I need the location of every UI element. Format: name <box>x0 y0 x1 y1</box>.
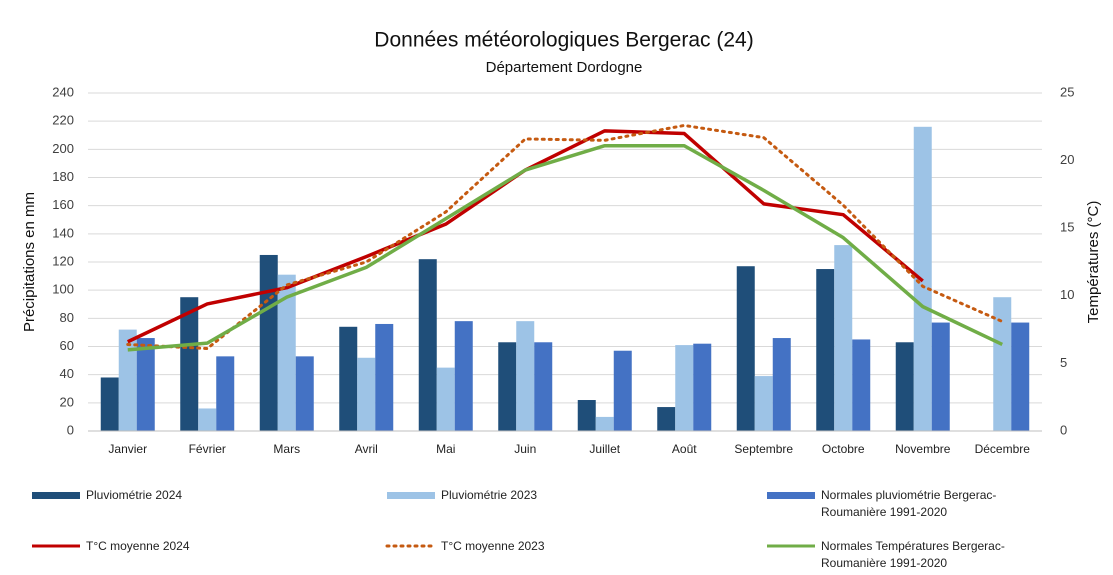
bar <box>895 342 914 431</box>
x-tick-label: Février <box>189 442 226 456</box>
legend-swatch <box>32 492 80 499</box>
x-tick-label: Septembre <box>734 442 793 456</box>
chart: Données météorologiques Bergerac (24) Dé… <box>21 29 1102 457</box>
legend-swatch-bar <box>387 492 435 499</box>
y-tick-label: 20 <box>60 394 74 409</box>
y2-tick-label: 20 <box>1060 152 1074 167</box>
bar <box>198 408 217 431</box>
y-tick-label: 80 <box>60 310 74 325</box>
bar <box>852 339 871 431</box>
y-tick-label: 220 <box>52 113 74 128</box>
bar <box>534 342 553 431</box>
y-tick-label: 60 <box>60 338 74 353</box>
x-tick-label: Novembre <box>895 442 951 456</box>
bar <box>516 321 535 431</box>
y-tick-label: 100 <box>52 282 74 297</box>
legend-label: Normales pluviométrie Bergerac-Roumanièr… <box>821 488 997 519</box>
line-series <box>126 129 924 344</box>
x-tick-label: Avril <box>355 442 378 456</box>
y-tick-label: 180 <box>52 169 74 184</box>
legend-item: Pluviométrie 2023 <box>385 487 715 504</box>
line-series <box>126 123 1004 351</box>
bar <box>595 416 614 431</box>
bar <box>375 323 394 431</box>
legend-label: T°C moyenne 2024 <box>86 539 190 553</box>
bar <box>657 407 676 431</box>
bar <box>277 274 296 431</box>
x-tick-label: Mars <box>273 442 300 456</box>
y-axis-label: Précipitations en mm <box>21 192 38 332</box>
bar <box>931 322 950 431</box>
legend-swatch <box>32 544 80 548</box>
x-tick-label: Janvier <box>108 442 147 456</box>
bar <box>295 356 314 431</box>
x-tick-label: Juillet <box>589 442 620 456</box>
y2-axis-label: Températures (°C) <box>1085 201 1102 324</box>
legend-swatch <box>387 492 435 499</box>
legend-item: Pluviométrie 2024 <box>30 487 360 504</box>
bar <box>259 254 278 431</box>
bar <box>339 326 358 431</box>
legend-swatch <box>385 544 437 548</box>
bar <box>180 297 199 431</box>
bar <box>613 350 632 431</box>
legend-swatch-bar <box>767 492 815 499</box>
y2-tick-label: 0 <box>1060 422 1067 437</box>
bar <box>816 269 835 431</box>
bar <box>693 343 712 431</box>
bar <box>454 321 473 431</box>
y-tick-label: 200 <box>52 141 74 156</box>
bar <box>754 376 773 431</box>
legend-label: Pluviométrie 2023 <box>441 488 538 502</box>
bar <box>136 338 155 431</box>
bar <box>675 345 694 431</box>
bar <box>357 357 376 431</box>
legend-item: Normales pluviométrie Bergerac-Roumanièr… <box>765 487 1085 521</box>
y-tick-label: 40 <box>60 366 74 381</box>
y2-tick-label: 15 <box>1060 220 1074 235</box>
y-tick-label: 140 <box>52 225 74 240</box>
legend-item: T°C moyenne 2023 <box>385 538 715 555</box>
bar <box>100 377 119 431</box>
legend-label: Normales Températures Bergerac-Roumanièr… <box>821 539 1005 570</box>
y2-tick-label: 25 <box>1060 84 1074 99</box>
legend-swatch <box>767 544 815 548</box>
bar <box>418 259 437 431</box>
x-tick-label: Juin <box>514 442 536 456</box>
legend-item: Normales Températures Bergerac-Roumanièr… <box>765 538 1085 572</box>
line-series <box>127 143 1004 352</box>
x-tick-label: Octobre <box>822 442 865 456</box>
chart-title: Données météorologiques Bergerac (24) <box>374 29 753 52</box>
y2-tick-label: 5 <box>1060 355 1067 370</box>
chart-subtitle: Département Dordogne <box>486 59 643 76</box>
x-tick-label: Décembre <box>975 442 1031 456</box>
bar <box>436 367 455 431</box>
legend-label: Pluviométrie 2024 <box>86 488 183 502</box>
bar <box>736 266 755 431</box>
y2-tick-label: 10 <box>1060 287 1074 302</box>
bar <box>498 342 517 431</box>
bar <box>772 338 791 431</box>
bar <box>834 245 853 431</box>
legend-label: T°C moyenne 2023 <box>441 539 545 553</box>
bar <box>1011 322 1030 431</box>
y-tick-label: 120 <box>52 253 74 268</box>
y-tick-label: 160 <box>52 197 74 212</box>
legend-swatch-bar <box>32 492 80 499</box>
legend-item: T°C moyenne 2024 <box>30 538 360 555</box>
y-tick-label: 240 <box>52 84 74 99</box>
bar <box>216 356 235 431</box>
bar <box>993 297 1012 431</box>
bar <box>577 400 596 431</box>
legend-swatch <box>767 492 815 499</box>
y-tick-label: 0 <box>67 422 74 437</box>
bar <box>118 329 137 431</box>
x-tick-label: Mai <box>436 442 455 456</box>
x-tick-label: Août <box>672 442 697 456</box>
